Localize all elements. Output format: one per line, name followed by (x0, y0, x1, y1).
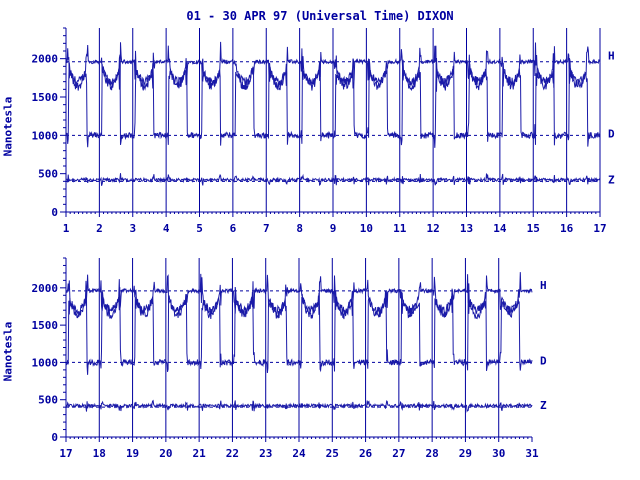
y-tick-label: 2000 (32, 53, 59, 66)
x-tick-label: 3 (129, 222, 136, 235)
x-tick-label: 11 (393, 222, 407, 235)
x-tick-label: 15 (527, 222, 540, 235)
chart-title: 01 - 30 APR 97 (Universal Time) DIXON (186, 9, 454, 23)
x-tick-label: 17 (59, 447, 72, 460)
x-tick-label: 1 (63, 222, 70, 235)
series-label-H: H (540, 279, 547, 292)
x-tick-label: 29 (459, 447, 472, 460)
trace-D (65, 286, 533, 375)
y-tick-label: 0 (51, 431, 58, 444)
x-tick-label: 16 (560, 222, 574, 235)
x-tick-label: 18 (93, 447, 106, 460)
trace-Z (65, 399, 533, 413)
series-label-Z: Z (608, 173, 615, 186)
x-tick-label: 9 (330, 222, 337, 235)
x-tick-label: 10 (360, 222, 373, 235)
x-tick-label: 19 (126, 447, 139, 460)
trace-H (65, 41, 601, 92)
series-label-Z: Z (540, 399, 547, 412)
x-tick-label: 26 (359, 447, 373, 460)
x-tick-label: 8 (296, 222, 303, 235)
x-tick-label: 17 (593, 222, 606, 235)
y-tick-label: 2000 (32, 282, 59, 295)
x-tick-label: 30 (492, 447, 505, 460)
series-label-D: D (608, 127, 615, 140)
x-tick-label: 13 (460, 222, 473, 235)
series-label-H: H (608, 50, 615, 63)
y-tick-label: 1000 (32, 356, 59, 369)
trace-D (65, 54, 601, 148)
x-tick-label: 24 (292, 447, 306, 460)
x-tick-label: 31 (525, 447, 539, 460)
y-tick-label: 1000 (32, 129, 59, 142)
x-tick-label: 2 (96, 222, 103, 235)
x-tick-label: 22 (226, 447, 239, 460)
x-tick-label: 23 (259, 447, 272, 460)
series-label-D: D (540, 354, 547, 367)
y-tick-label: 500 (38, 168, 58, 181)
x-tick-label: 6 (230, 222, 237, 235)
x-tick-label: 4 (163, 222, 170, 235)
y-tick-label: 500 (38, 394, 58, 407)
x-tick-label: 7 (263, 222, 270, 235)
y-tick-label: 1500 (32, 91, 59, 104)
y-tick-label: 1500 (32, 319, 59, 332)
x-tick-label: 21 (193, 447, 207, 460)
x-tick-label: 27 (392, 447, 405, 460)
trace-Z (65, 173, 600, 187)
x-tick-label: 28 (426, 447, 439, 460)
x-tick-label: 12 (427, 222, 440, 235)
x-tick-label: 25 (326, 447, 339, 460)
y-tick-label: 0 (51, 206, 58, 219)
x-tick-label: 14 (493, 222, 507, 235)
x-tick-label: 5 (196, 222, 203, 235)
x-tick-label: 20 (159, 447, 172, 460)
